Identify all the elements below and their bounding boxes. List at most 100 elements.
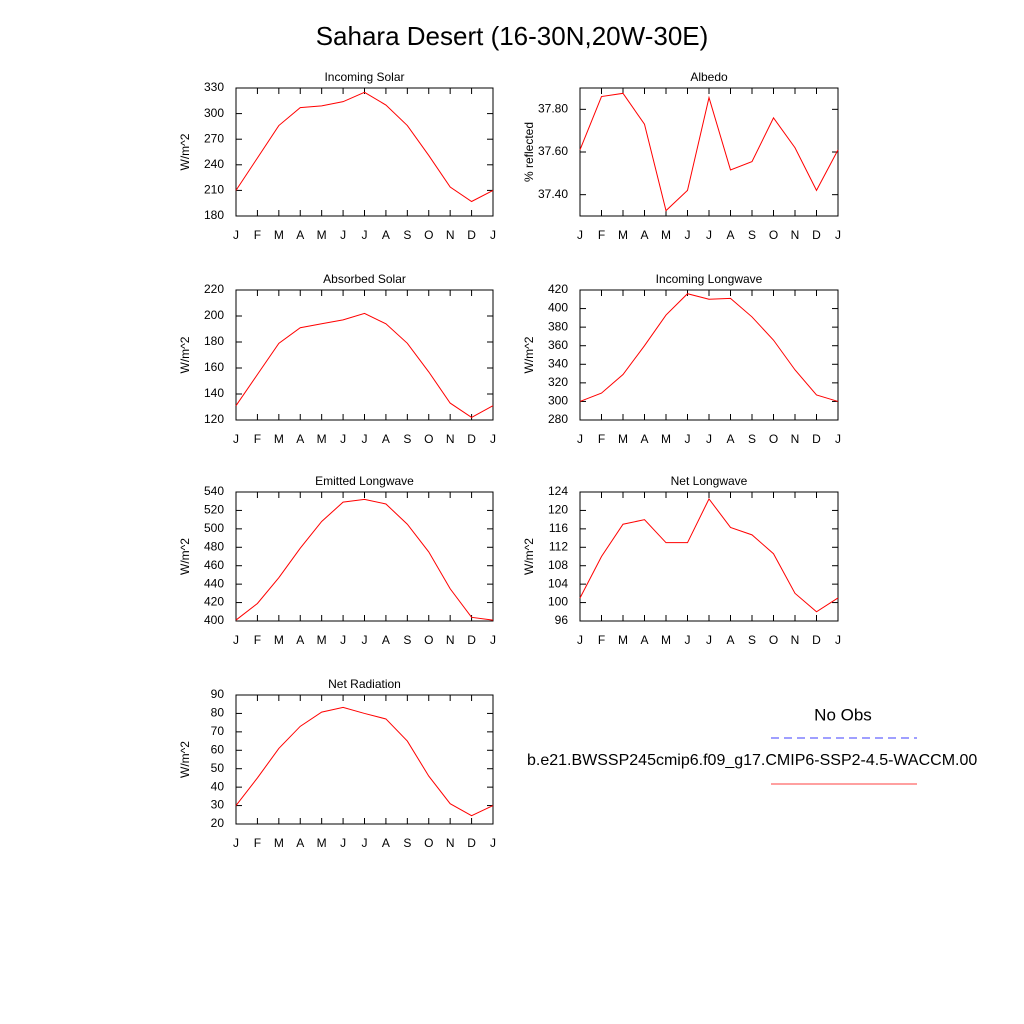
- x-tick-label: M: [274, 432, 284, 446]
- x-tick-label: J: [340, 432, 346, 446]
- y-tick-label: 104: [548, 576, 568, 590]
- x-tick-label: A: [726, 432, 734, 446]
- y-axis-label: W/m^2: [178, 741, 192, 778]
- x-tick-label: J: [835, 633, 841, 647]
- x-tick-label: A: [640, 432, 648, 446]
- figure-title: Sahara Desert (16-30N,20W-30E): [316, 21, 709, 51]
- x-tick-label: A: [640, 228, 648, 242]
- x-tick-label: F: [598, 432, 605, 446]
- x-tick-label: S: [748, 633, 756, 647]
- y-tick-label: 220: [204, 282, 224, 296]
- x-tick-label: F: [254, 836, 261, 850]
- x-tick-label: J: [340, 633, 346, 647]
- x-tick-label: M: [661, 228, 671, 242]
- x-tick-label: N: [446, 228, 455, 242]
- legend-label: No Obs: [814, 705, 872, 724]
- plot-frame: [579, 87, 839, 217]
- y-tick-label: 320: [548, 375, 568, 389]
- x-tick-label: M: [618, 633, 628, 647]
- x-tick-label: S: [403, 836, 411, 850]
- x-tick-label: F: [598, 228, 605, 242]
- x-tick-label: O: [769, 228, 778, 242]
- y-tick-label: 380: [548, 319, 568, 333]
- y-tick-label: 280: [548, 412, 568, 426]
- x-tick-label: N: [791, 432, 800, 446]
- y-tick-label: 520: [204, 503, 224, 517]
- panel-title: Absorbed Solar: [323, 272, 406, 286]
- x-tick-label: D: [467, 228, 476, 242]
- x-tick-label: A: [296, 836, 304, 850]
- x-tick-label: M: [618, 432, 628, 446]
- x-tick-label: F: [254, 432, 261, 446]
- x-tick-label: J: [233, 228, 239, 242]
- x-tick-label: N: [446, 633, 455, 647]
- x-tick-label: J: [233, 836, 239, 850]
- x-tick-label: A: [726, 633, 734, 647]
- y-tick-label: 112: [549, 539, 568, 553]
- x-tick-label: J: [233, 432, 239, 446]
- y-tick-label: 50: [211, 761, 225, 775]
- y-tick-label: 540: [204, 484, 224, 498]
- y-tick-label: 37.80: [538, 102, 568, 116]
- y-tick-label: 240: [204, 157, 224, 171]
- x-tick-label: M: [317, 432, 327, 446]
- y-tick-label: 20: [211, 816, 225, 830]
- data-line: [235, 91, 494, 203]
- x-tick-label: M: [317, 633, 327, 647]
- x-tick-label: J: [577, 228, 583, 242]
- x-tick-label: J: [577, 633, 583, 647]
- x-tick-label: D: [467, 432, 476, 446]
- x-tick-label: J: [490, 836, 496, 850]
- x-tick-label: A: [296, 633, 304, 647]
- x-tick-label: J: [490, 633, 496, 647]
- y-axis-label: W/m^2: [178, 538, 192, 575]
- x-tick-label: J: [706, 633, 712, 647]
- panel-title: Incoming Solar: [324, 70, 404, 84]
- x-tick-label: S: [748, 432, 756, 446]
- x-tick-label: J: [362, 228, 368, 242]
- y-tick-label: 40: [211, 779, 225, 793]
- y-tick-label: 340: [548, 356, 568, 370]
- data-line: [579, 293, 839, 402]
- data-line: [235, 312, 494, 418]
- x-tick-label: J: [233, 633, 239, 647]
- x-tick-label: J: [362, 432, 368, 446]
- y-tick-label: 37.60: [538, 144, 568, 158]
- y-tick-label: 210: [204, 183, 224, 197]
- y-tick-label: 420: [204, 595, 224, 609]
- x-tick-label: A: [640, 633, 648, 647]
- panel-title: Emitted Longwave: [315, 474, 414, 488]
- x-tick-label: J: [577, 432, 583, 446]
- data-line: [579, 497, 839, 613]
- legend-label: b.e21.BWSSP245cmip6.f09_g17.CMIP6-SSP2-4…: [527, 752, 977, 769]
- y-tick-label: 160: [204, 360, 224, 374]
- x-tick-label: J: [706, 228, 712, 242]
- x-tick-label: O: [769, 432, 778, 446]
- x-tick-label: A: [382, 228, 390, 242]
- x-tick-label: M: [317, 228, 327, 242]
- x-tick-label: O: [424, 633, 433, 647]
- x-tick-label: J: [340, 836, 346, 850]
- y-tick-label: 420: [548, 282, 568, 296]
- y-axis-label: W/m^2: [522, 538, 536, 575]
- x-tick-label: S: [403, 228, 411, 242]
- plot-frame: [235, 694, 494, 825]
- x-tick-label: J: [490, 432, 496, 446]
- x-tick-label: F: [598, 633, 605, 647]
- y-tick-label: 140: [204, 386, 224, 400]
- x-tick-label: J: [685, 432, 691, 446]
- x-tick-label: J: [340, 228, 346, 242]
- y-tick-label: 360: [548, 338, 568, 352]
- plot-frame: [579, 491, 839, 622]
- y-tick-label: 270: [204, 131, 224, 145]
- x-tick-label: J: [685, 228, 691, 242]
- x-tick-label: F: [254, 633, 261, 647]
- x-tick-label: O: [424, 836, 433, 850]
- x-tick-label: O: [769, 633, 778, 647]
- y-tick-label: 70: [211, 724, 225, 738]
- plot-frame: [235, 491, 494, 622]
